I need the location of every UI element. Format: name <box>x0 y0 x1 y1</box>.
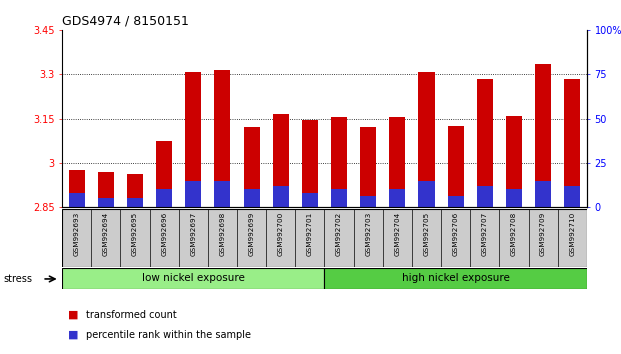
Bar <box>360 196 376 207</box>
Bar <box>69 193 84 207</box>
Text: GSM992696: GSM992696 <box>161 212 167 256</box>
Bar <box>448 196 464 207</box>
Bar <box>243 127 260 207</box>
Bar <box>302 120 318 207</box>
Bar <box>506 189 522 207</box>
Bar <box>156 189 172 207</box>
Text: GSM992698: GSM992698 <box>219 212 225 256</box>
Text: stress: stress <box>3 274 32 284</box>
Bar <box>389 117 406 207</box>
Text: GSM992693: GSM992693 <box>74 212 79 256</box>
Text: GSM992701: GSM992701 <box>307 212 313 256</box>
Text: GSM992697: GSM992697 <box>190 212 196 256</box>
Text: GSM992708: GSM992708 <box>511 212 517 256</box>
Text: ■: ■ <box>68 310 79 320</box>
Text: GSM992706: GSM992706 <box>453 212 459 256</box>
Bar <box>214 181 230 207</box>
Bar <box>243 189 260 207</box>
Bar <box>360 127 376 207</box>
Bar <box>535 181 551 207</box>
Bar <box>389 189 406 207</box>
Bar <box>564 79 580 207</box>
Bar <box>98 172 114 207</box>
Bar <box>185 181 201 207</box>
Text: GSM992709: GSM992709 <box>540 212 546 256</box>
Bar <box>535 64 551 207</box>
Bar <box>62 268 324 289</box>
Bar <box>273 114 289 207</box>
Bar <box>419 181 435 207</box>
Bar <box>331 117 347 207</box>
Text: GSM992700: GSM992700 <box>278 212 284 256</box>
Text: GSM992707: GSM992707 <box>482 212 488 256</box>
Bar <box>156 141 172 207</box>
Bar <box>506 116 522 207</box>
Bar <box>127 198 143 207</box>
Text: GSM992704: GSM992704 <box>394 212 401 256</box>
Bar <box>564 186 580 207</box>
Text: percentile rank within the sample: percentile rank within the sample <box>86 330 251 339</box>
Bar <box>477 79 493 207</box>
Bar <box>69 170 84 207</box>
Text: high nickel exposure: high nickel exposure <box>402 273 510 283</box>
Text: GSM992695: GSM992695 <box>132 212 138 256</box>
Text: GSM992705: GSM992705 <box>424 212 430 256</box>
Text: GSM992703: GSM992703 <box>365 212 371 256</box>
Bar <box>419 72 435 207</box>
Bar <box>331 189 347 207</box>
Bar <box>477 186 493 207</box>
Bar <box>302 193 318 207</box>
Text: transformed count: transformed count <box>86 310 176 320</box>
Text: GDS4974 / 8150151: GDS4974 / 8150151 <box>62 14 189 27</box>
Text: ■: ■ <box>68 330 79 339</box>
Text: GSM992699: GSM992699 <box>248 212 255 256</box>
Bar <box>448 126 464 207</box>
Bar <box>214 70 230 207</box>
Text: GSM992694: GSM992694 <box>103 212 109 256</box>
Bar <box>127 174 143 207</box>
Bar <box>98 198 114 207</box>
Bar <box>185 72 201 207</box>
Bar <box>273 186 289 207</box>
Text: GSM992710: GSM992710 <box>569 212 575 256</box>
Text: GSM992702: GSM992702 <box>336 212 342 256</box>
Bar <box>324 268 587 289</box>
Text: low nickel exposure: low nickel exposure <box>142 273 245 283</box>
